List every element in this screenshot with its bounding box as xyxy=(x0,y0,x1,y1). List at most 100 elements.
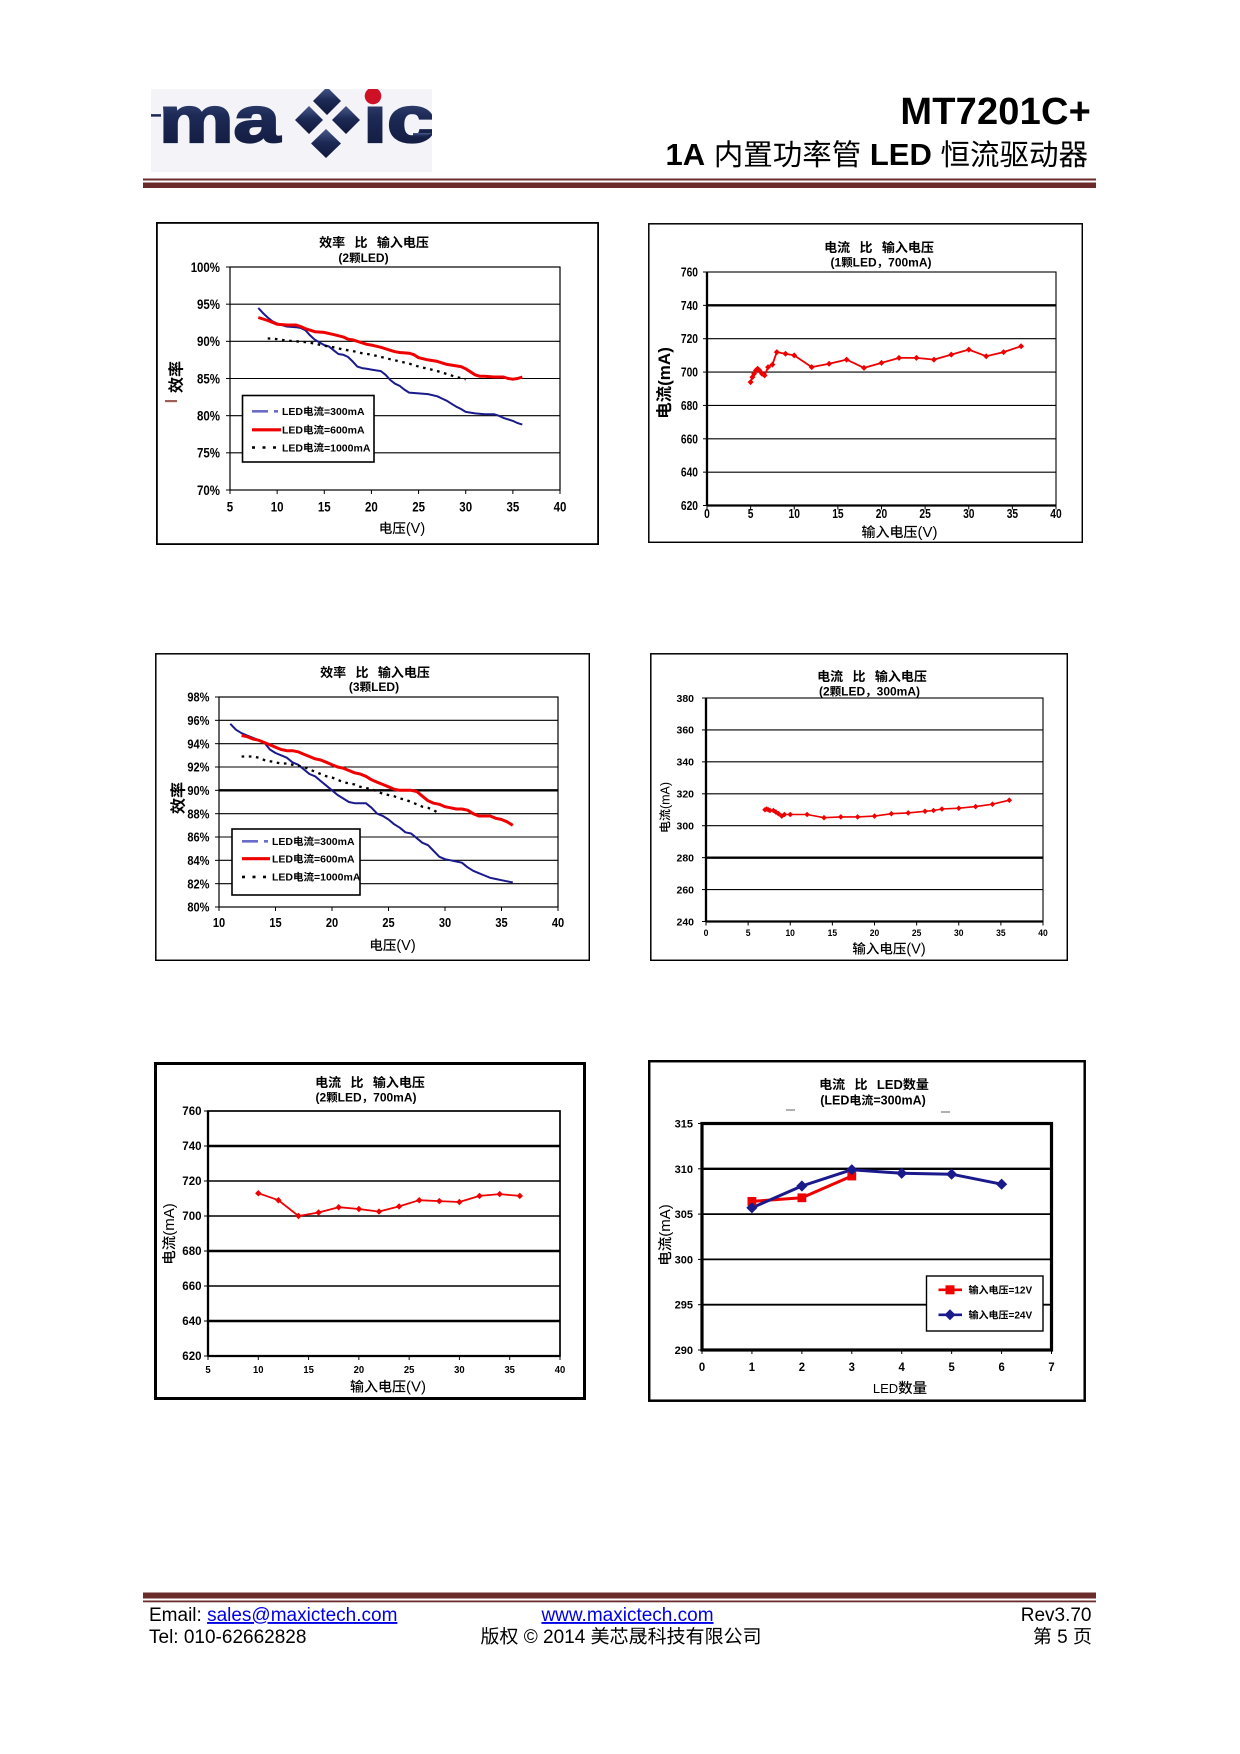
svg-text:LED: LED xyxy=(338,1091,362,1105)
svg-text:=300mA: =300mA xyxy=(314,836,355,848)
svg-text:© 2014: © 2014 xyxy=(524,1627,586,1648)
svg-text:7: 7 xyxy=(1048,1360,1055,1374)
svg-text:(mA): (mA) xyxy=(658,782,672,809)
svg-text:15: 15 xyxy=(828,928,838,939)
svg-text:25: 25 xyxy=(412,500,425,515)
svg-text:240: 240 xyxy=(677,916,695,928)
svg-text:760: 760 xyxy=(182,1106,201,1118)
svg-text:720: 720 xyxy=(182,1176,201,1188)
svg-text:25: 25 xyxy=(382,915,394,930)
svg-text:92%: 92% xyxy=(187,760,209,775)
svg-text:3: 3 xyxy=(849,1360,856,1374)
svg-text:(2: (2 xyxy=(819,685,830,699)
svg-text:6: 6 xyxy=(998,1360,1005,1374)
svg-text:15: 15 xyxy=(303,1364,314,1376)
svg-text:80%: 80% xyxy=(197,409,220,424)
svg-text:620: 620 xyxy=(681,499,698,513)
svg-text:(LED: (LED xyxy=(820,1094,849,1108)
svg-text:1: 1 xyxy=(749,1360,756,1374)
svg-text:315: 315 xyxy=(675,1118,693,1130)
svg-text:10: 10 xyxy=(785,928,795,939)
svg-text:35: 35 xyxy=(495,915,507,930)
svg-text:360: 360 xyxy=(677,725,695,737)
svg-text:=1000mA: =1000mA xyxy=(324,442,371,454)
svg-text:660: 660 xyxy=(681,432,698,446)
svg-text:ma: ma xyxy=(159,89,282,156)
svg-text:70%: 70% xyxy=(197,483,220,498)
svg-text:15: 15 xyxy=(269,915,281,930)
svg-text:(V): (V) xyxy=(406,1379,426,1396)
svg-text:MT7201C+: MT7201C+ xyxy=(900,91,1091,133)
svg-text:295: 295 xyxy=(675,1300,693,1312)
svg-text:=600mA: =600mA xyxy=(324,425,365,437)
svg-text:35: 35 xyxy=(507,500,520,515)
svg-text:720: 720 xyxy=(681,332,698,346)
svg-text:(mA): (mA) xyxy=(657,1204,674,1237)
svg-text:LED: LED xyxy=(272,836,293,848)
svg-text:10: 10 xyxy=(271,500,284,515)
svg-text:700mA): 700mA) xyxy=(373,1091,416,1105)
svg-text:90%: 90% xyxy=(187,783,209,798)
svg-text:680: 680 xyxy=(182,1246,201,1258)
svg-text:30: 30 xyxy=(439,915,451,930)
svg-text:25: 25 xyxy=(912,928,922,939)
svg-text:300: 300 xyxy=(675,1254,693,1266)
svg-text:310: 310 xyxy=(675,1164,693,1176)
svg-text:0: 0 xyxy=(699,1360,706,1374)
svg-text:LED: LED xyxy=(877,1077,903,1092)
svg-text:(2: (2 xyxy=(338,251,349,265)
svg-text:20: 20 xyxy=(365,500,378,515)
svg-text:30: 30 xyxy=(963,507,974,521)
svg-text:30: 30 xyxy=(459,500,472,515)
svg-text:300: 300 xyxy=(677,820,695,832)
svg-text:LED: LED xyxy=(853,256,877,270)
svg-text:35: 35 xyxy=(1007,507,1018,521)
svg-text:LED: LED xyxy=(870,137,932,172)
svg-text:LED: LED xyxy=(873,1381,898,1396)
svg-text:98%: 98% xyxy=(187,690,209,705)
svg-text:5: 5 xyxy=(746,928,751,939)
svg-text:88%: 88% xyxy=(187,806,209,821)
svg-text:20: 20 xyxy=(870,928,880,939)
svg-text:LED: LED xyxy=(282,425,303,437)
svg-text:LED: LED xyxy=(282,406,303,418)
svg-text:=24V: =24V xyxy=(1009,1311,1033,1322)
svg-text:300mA): 300mA) xyxy=(877,685,920,699)
svg-text:=300mA: =300mA xyxy=(324,406,365,418)
svg-text:(V): (V) xyxy=(918,524,938,541)
svg-text:1A: 1A xyxy=(666,137,706,172)
svg-text:290: 290 xyxy=(675,1345,693,1357)
svg-text:86%: 86% xyxy=(187,830,209,845)
svg-text:75%: 75% xyxy=(197,446,220,461)
svg-text:260: 260 xyxy=(677,884,695,896)
svg-text:5: 5 xyxy=(948,1360,955,1374)
svg-text:LED): LED) xyxy=(361,251,389,265)
svg-text:15: 15 xyxy=(832,507,843,521)
svg-text:(V): (V) xyxy=(906,942,925,958)
svg-text:700: 700 xyxy=(182,1211,201,1223)
svg-text:(2: (2 xyxy=(315,1091,326,1105)
svg-text:LED: LED xyxy=(272,872,293,884)
svg-text:90%: 90% xyxy=(197,334,220,349)
svg-text:94%: 94% xyxy=(187,736,209,751)
svg-text:5: 5 xyxy=(205,1364,210,1376)
svg-text:30: 30 xyxy=(954,928,964,939)
svg-text:40: 40 xyxy=(1050,507,1061,521)
svg-text:30: 30 xyxy=(454,1364,465,1376)
svg-text:96%: 96% xyxy=(187,713,209,728)
svg-text:10: 10 xyxy=(213,915,225,930)
svg-text:740: 740 xyxy=(681,299,698,313)
svg-text:84%: 84% xyxy=(187,853,209,868)
svg-text:660: 660 xyxy=(182,1281,201,1293)
svg-text:5: 5 xyxy=(748,507,754,521)
svg-text:Tel: 010-62662828: Tel: 010-62662828 xyxy=(149,1627,306,1648)
svg-text:(V): (V) xyxy=(396,938,415,954)
svg-text:(mA): (mA) xyxy=(161,1203,178,1236)
svg-text:620: 620 xyxy=(182,1351,201,1363)
svg-text:20: 20 xyxy=(326,915,338,930)
svg-text:0: 0 xyxy=(704,507,710,521)
svg-text:(3: (3 xyxy=(349,680,360,694)
svg-text:340: 340 xyxy=(677,757,695,769)
svg-text:=1000mA: =1000mA xyxy=(314,872,361,884)
svg-text:2: 2 xyxy=(799,1360,806,1374)
